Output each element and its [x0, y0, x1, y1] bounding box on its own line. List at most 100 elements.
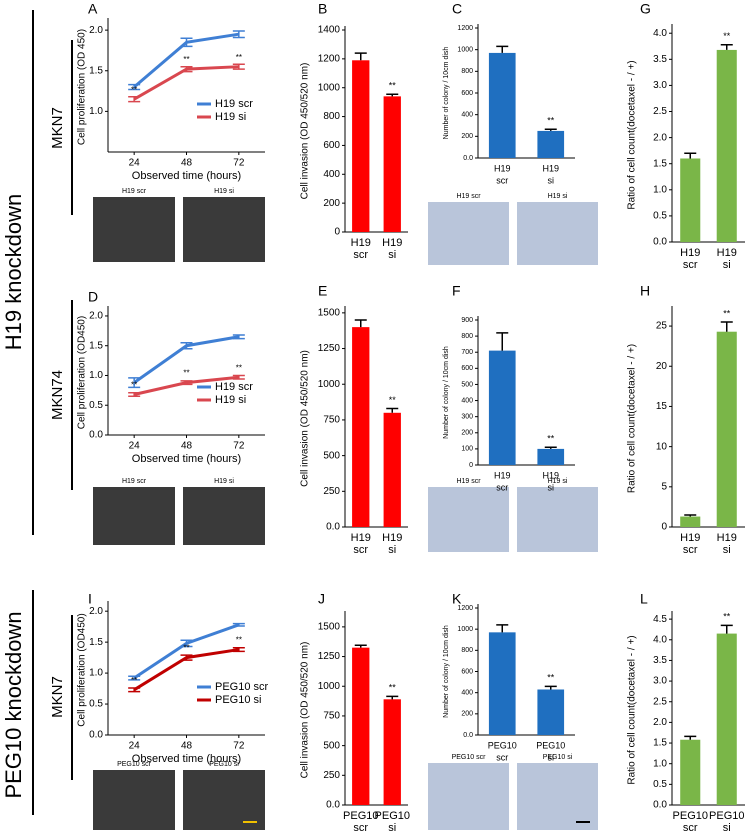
significance: **	[131, 676, 137, 685]
x-tick-label: scr	[353, 544, 368, 556]
y-tick-label: 1.5	[653, 158, 667, 169]
x-tick-label: H19	[680, 532, 700, 544]
significance: **	[183, 369, 189, 378]
error-bar	[232, 374, 245, 380]
x-tick-label: PEG10	[488, 740, 517, 750]
y-tick-label: 800	[323, 111, 340, 122]
y-tick-label: 2.0	[89, 25, 103, 36]
micrograph	[428, 763, 509, 830]
y-tick-label: 0.5	[89, 400, 103, 411]
x-tick-label: H19	[351, 532, 371, 544]
panel-letter: G	[640, 1, 651, 17]
y-tick-label: 500	[323, 450, 340, 461]
y-tick-label: 400	[461, 112, 473, 119]
micrograph	[183, 770, 265, 830]
panel-letter: A	[88, 1, 98, 17]
significance: **	[547, 673, 555, 683]
bar	[488, 52, 516, 158]
y-tick-label: 1000	[318, 681, 341, 692]
micrograph-label: PEG10 scr	[117, 761, 152, 768]
bar	[680, 516, 701, 527]
x-tick-label: 48	[181, 741, 193, 752]
y-tick-label: 0.0	[326, 522, 340, 533]
x-tick-label: si	[723, 544, 731, 556]
bar	[716, 633, 737, 805]
micrograph-label: PEG10 si	[543, 754, 573, 761]
x-tick-label: H19	[494, 470, 511, 480]
bar	[383, 412, 401, 527]
micrograph-label: H19 scr	[122, 188, 147, 195]
x-tick-label: H19	[680, 247, 700, 259]
error-bar	[720, 43, 733, 50]
significance: **	[723, 31, 731, 41]
micrograph-label: PEG10 si	[209, 761, 239, 768]
significance: **	[183, 55, 189, 64]
x-tick-label: PEG10	[343, 810, 378, 822]
significance: **	[547, 116, 555, 126]
y-tick-label: 10	[656, 441, 668, 452]
significance: **	[183, 644, 189, 653]
y-tick-label: 20	[656, 361, 668, 372]
bar	[488, 350, 516, 465]
bar	[680, 158, 701, 242]
y-tick-label: 1400	[318, 25, 341, 36]
x-tick-label: scr	[496, 175, 508, 185]
error-bar	[496, 45, 509, 53]
y-axis-label: Cell proliferation (OD450)	[77, 613, 88, 726]
y-tick-label: 0.5	[89, 699, 103, 710]
bar	[352, 60, 370, 232]
y-tick-label: 700	[461, 349, 473, 356]
micrograph	[428, 202, 509, 265]
bar	[537, 448, 565, 465]
x-tick-label: scr	[496, 752, 508, 762]
y-tick-label: 800	[461, 333, 473, 340]
error-bar	[496, 624, 509, 633]
legend-label: H19 si	[215, 394, 246, 406]
y-axis-label: Ratio of cell count(docetaxel - / +)	[627, 635, 638, 784]
y-axis-label: Cell proliferation (OD 450)	[77, 29, 88, 145]
y-tick-label: 1.5	[89, 637, 103, 648]
y-tick-label: 750	[323, 415, 340, 426]
panel-letter: B	[318, 1, 327, 17]
y-tick-label: 0	[661, 522, 667, 533]
error-bar	[232, 334, 245, 340]
group-label: H19 knockdown	[1, 194, 26, 351]
y-tick-label: 0.0	[653, 237, 667, 248]
micrograph	[93, 487, 175, 545]
y-tick-label: 1200	[318, 53, 341, 64]
bar	[537, 689, 565, 735]
y-tick-label: 1.5	[89, 65, 103, 76]
y-tick-label: 300	[461, 414, 473, 421]
significance: **	[236, 363, 242, 372]
y-axis-label: Cell proliferation (OD450)	[77, 316, 88, 429]
y-tick-label: 1250	[318, 651, 341, 662]
legend-label: H19 si	[215, 111, 246, 123]
micrograph	[183, 487, 265, 545]
y-axis-label: Cell invasion (OD 450/520 nm)	[300, 350, 311, 487]
error-bar	[180, 639, 193, 648]
significance: **	[131, 85, 137, 94]
y-tick-label: 1000	[318, 82, 341, 93]
y-tick-label: 4.0	[653, 28, 667, 39]
significance: **	[389, 81, 397, 91]
legend-label: H19 scr	[215, 98, 253, 110]
x-tick-label: H19	[494, 163, 511, 173]
x-tick-label: 48	[181, 158, 193, 169]
y-axis-label: Number of colony / 10cm dish	[443, 346, 450, 439]
x-tick-label: PEG10	[709, 810, 744, 822]
y-axis-label: Number of colony / 10cm dish	[443, 625, 450, 718]
y-tick-label: 2.0	[89, 311, 103, 322]
error-bar	[544, 685, 557, 690]
error-bar	[232, 646, 245, 653]
bar	[680, 739, 701, 805]
y-tick-label: 0.0	[89, 730, 103, 741]
micrograph-label: H19 si	[214, 188, 234, 195]
x-tick-label: PEG10	[673, 810, 708, 822]
micrograph-label: H19 scr	[122, 478, 147, 485]
y-tick-label: 1200	[457, 25, 473, 32]
bar	[352, 327, 370, 527]
x-tick-label: 72	[233, 158, 245, 169]
x-tick-label: H19	[542, 470, 559, 480]
bar	[537, 130, 565, 158]
